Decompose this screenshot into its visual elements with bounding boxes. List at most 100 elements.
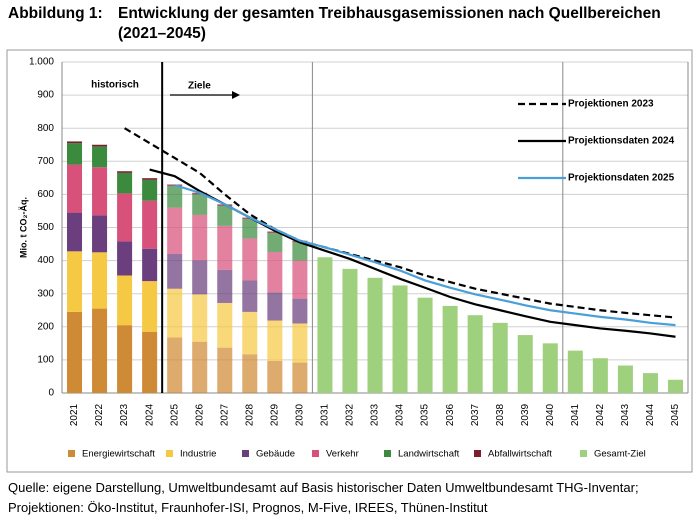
bar-segment: [67, 212, 83, 252]
bar-segment: [117, 241, 133, 276]
bar-segment: [142, 248, 158, 282]
bar-segment: [142, 178, 158, 180]
x-tick-label: 2039: [520, 403, 531, 426]
bar-segment: [92, 215, 108, 253]
bar-segment: [117, 275, 133, 326]
legend-label: Gesamt-Ziel: [594, 449, 646, 460]
bar-segment: [617, 365, 633, 393]
legend-label: Projektionsdaten 2025: [568, 173, 675, 184]
chart-title: Entwicklung der gesamten Treibhausgasemi…: [118, 5, 661, 42]
bar-segment: [267, 231, 283, 234]
arrow-head: [232, 91, 240, 99]
x-tick-label: 2021: [69, 403, 80, 426]
x-tick-label: 2037: [470, 403, 481, 426]
x-tick-label: 2023: [119, 403, 130, 426]
bar-segment: [192, 194, 208, 215]
bar-segment: [117, 171, 133, 173]
x-tick-label: 2031: [320, 403, 331, 426]
bar-segment: [167, 253, 183, 289]
legend-swatch: [242, 450, 249, 457]
bar-segment: [192, 341, 208, 393]
bar-segment: [142, 281, 158, 332]
bar-segment: [192, 214, 208, 261]
bar-segment: [342, 268, 358, 393]
x-tick-label: 2041: [570, 403, 581, 426]
x-tick-label: 2028: [244, 403, 255, 426]
legend-swatch: [474, 450, 481, 457]
bar-segment: [192, 294, 208, 342]
bar-segment: [192, 260, 208, 295]
y-tick-label: 800: [37, 123, 54, 134]
source-line: Quelle: eigene Darstellung, Umweltbundes…: [8, 480, 639, 495]
x-tick-label: 2032: [345, 403, 356, 426]
x-tick-label: 2024: [144, 403, 155, 426]
bar-segment: [117, 193, 133, 242]
legend-label: Industrie: [180, 449, 216, 460]
legend-label: Abfallwirtschaft: [488, 449, 552, 460]
bar-segment: [92, 144, 108, 147]
bar-segment: [67, 141, 83, 144]
legend-label: Gebäude: [256, 449, 295, 460]
bar-segment: [392, 285, 408, 393]
line-series: [124, 127, 676, 319]
bar-segment: [217, 347, 233, 393]
bar-segment: [292, 362, 308, 393]
y-tick-label: 500: [37, 222, 54, 233]
bar-segment: [292, 298, 308, 324]
bar-segment: [242, 238, 258, 281]
bar-segment: [267, 360, 283, 393]
x-tick-label: 2027: [219, 403, 230, 426]
legend-swatch: [580, 450, 587, 457]
legend-label: Landwirtschaft: [398, 449, 460, 460]
bar-segment: [292, 323, 308, 363]
bar-segment: [167, 288, 183, 338]
y-tick-label: 200: [37, 321, 54, 332]
bar-segment: [242, 311, 258, 355]
bar-segment: [92, 146, 108, 168]
y-tick-label: 0: [48, 388, 54, 399]
bar-segment: [492, 322, 508, 393]
y-tick-label: 900: [37, 90, 54, 101]
x-tick-label: 2045: [670, 403, 681, 426]
bar-segment: [592, 358, 608, 393]
bar-segment: [242, 354, 258, 393]
legend-swatch: [312, 450, 319, 457]
bar-segment: [217, 225, 233, 270]
x-tick-label: 2043: [620, 403, 631, 426]
legend-swatch: [68, 450, 75, 457]
bar-segment: [67, 164, 83, 213]
bar-segment: [642, 373, 658, 393]
x-tick-label: 2034: [395, 403, 406, 426]
legend-label: Projektionsdaten 2024: [568, 136, 675, 147]
x-tick-label: 2035: [420, 403, 431, 426]
x-tick-label: 2029: [269, 403, 280, 426]
bar-segment: [92, 167, 108, 216]
bar-segment: [142, 331, 158, 393]
source-line: Projektionen: Öko-Institut, Fraunhofer-I…: [8, 500, 488, 515]
bar-segment: [217, 205, 233, 226]
y-tick-label: 400: [37, 255, 54, 266]
x-tick-label: 2022: [94, 403, 105, 426]
bar-segment: [542, 343, 558, 393]
annotation: Ziele: [188, 81, 211, 92]
bar-segment: [267, 233, 283, 252]
bar-segment: [442, 305, 458, 393]
bar-segment: [317, 257, 333, 393]
y-tick-label: 300: [37, 288, 54, 299]
bar-segment: [242, 280, 258, 312]
bar-segment: [417, 297, 433, 393]
bar-segment: [217, 302, 233, 348]
bar-segment: [67, 251, 83, 312]
bar-segment: [142, 200, 158, 249]
bar-segment: [242, 219, 258, 239]
bar-segment: [267, 292, 283, 321]
bar-segment: [167, 186, 183, 208]
legend-swatch: [384, 450, 391, 457]
bar-segment: [217, 269, 233, 303]
legend-label: Verkehr: [326, 449, 359, 460]
bar-segment: [292, 260, 308, 299]
annotation: historisch: [91, 80, 139, 91]
bar-segment: [142, 179, 158, 201]
x-tick-label: 2025: [169, 403, 180, 426]
